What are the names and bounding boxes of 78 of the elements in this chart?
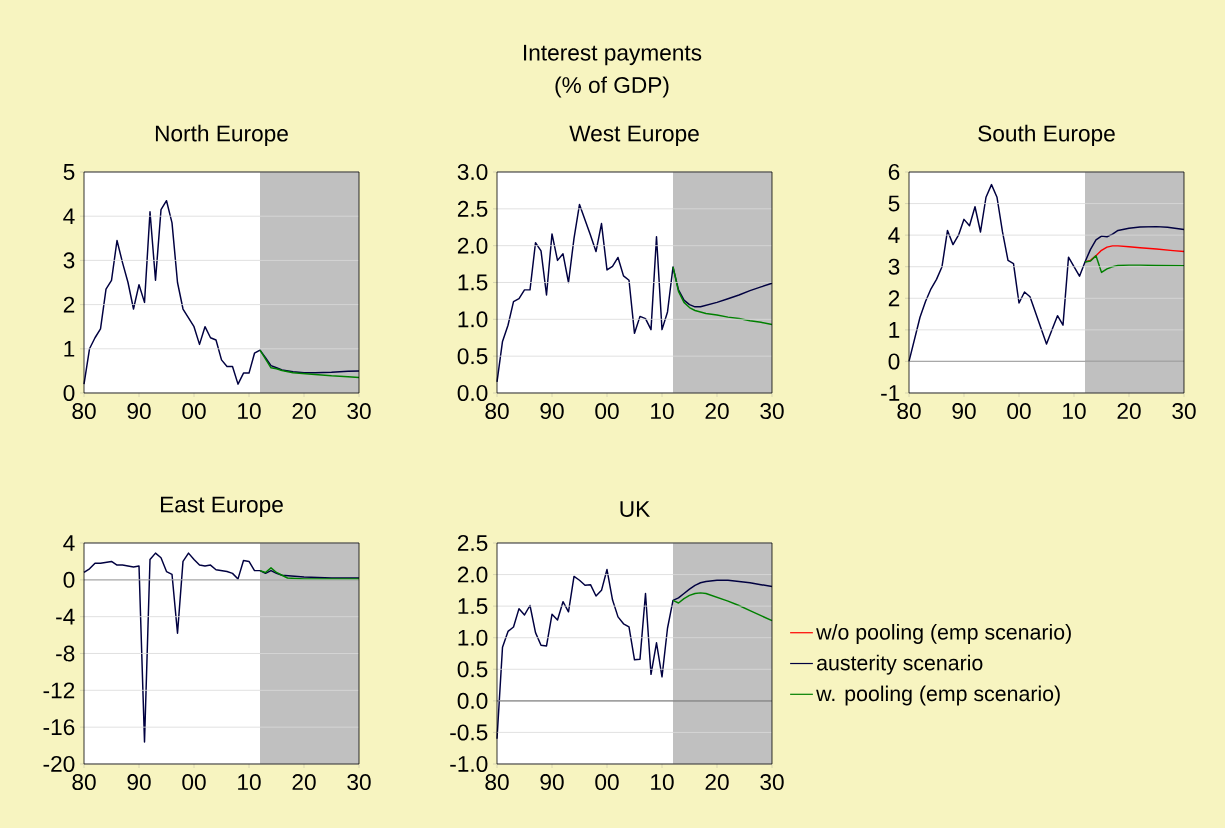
x-tick-label: 80: [72, 403, 96, 420]
x-tick-label: 90: [952, 403, 976, 420]
y-tick-label: 0.5: [457, 348, 488, 365]
x-tick-label: 00: [595, 403, 619, 420]
x-tick-label: 10: [1063, 403, 1086, 420]
x-tick-label: 20: [292, 403, 316, 420]
y-tick-label: -1: [881, 385, 900, 401]
x-tick-label: 30: [1172, 403, 1196, 420]
y-tick-label: 6: [888, 163, 900, 181]
y-tick-label: 1.0: [458, 311, 488, 328]
chart-title: UK: [620, 501, 650, 517]
x-tick-label: 20: [705, 774, 729, 791]
y-tick-label: 2: [888, 290, 900, 307]
line-series: [1084, 245, 1185, 263]
y-tick-label: 0.0: [457, 384, 488, 402]
y-tick-label: 2.5: [457, 200, 488, 217]
x-tick-label: 90: [540, 774, 564, 791]
chart-title: West Europe: [569, 125, 699, 146]
chart-title: North Europe: [155, 124, 288, 146]
legend-label: w. pooling (emp scenario): [816, 685, 1060, 706]
x-tick-label: 10: [651, 774, 674, 791]
y-tick-label: 1: [889, 322, 900, 338]
x-tick-label: 30: [347, 403, 371, 420]
y-tick-label: 1.0: [458, 629, 488, 646]
x-tick-label: 00: [182, 403, 206, 420]
x-tick-label: 90: [127, 774, 151, 791]
y-tick-label: 4: [63, 208, 75, 224]
x-tick-label: 20: [1117, 403, 1141, 420]
x-tick-label: 90: [127, 403, 151, 420]
x-tick-label: 10: [651, 403, 674, 420]
y-tick-label: 5: [63, 164, 75, 180]
x-tick-label: 10: [238, 403, 261, 420]
y-tick-label: -12: [43, 682, 75, 699]
y-tick-label: -20: [43, 755, 75, 773]
y-tick-label: 0.5: [457, 661, 488, 678]
x-tick-label: 80: [485, 774, 509, 791]
y-tick-label: 0: [888, 353, 900, 370]
y-tick-label: 4: [888, 227, 900, 243]
y-tick-label: 5: [888, 195, 900, 212]
y-tick-label: 2.5: [457, 534, 488, 552]
text: (% of GDP): [555, 76, 669, 98]
x-tick-label: 00: [1007, 403, 1031, 420]
y-tick-label: 3.0: [457, 163, 488, 181]
y-tick-label: 3: [888, 258, 900, 275]
y-tick-label: 1: [64, 341, 75, 357]
legend-label: austerity scenario: [817, 654, 983, 675]
y-tick-label: 2.0: [457, 237, 488, 254]
x-tick-label: 80: [897, 403, 921, 420]
x-tick-label: 30: [760, 774, 784, 791]
y-tick-label: -16: [43, 719, 75, 736]
legend-label: w/o pooling (emp scenario): [816, 624, 1071, 644]
line-series: [1084, 254, 1185, 274]
y-tick-label: 2: [63, 296, 75, 313]
x-tick-label: 30: [347, 774, 371, 791]
x-tick-label: 80: [485, 403, 509, 420]
x-tick-label: 00: [595, 774, 619, 791]
chart-title: East Europe: [160, 496, 283, 517]
y-tick-label: 1.5: [458, 598, 488, 615]
y-tick-label: 3: [63, 252, 75, 269]
y-tick-label: 0: [63, 384, 75, 402]
y-tick-label: 4: [63, 535, 75, 551]
y-tick-label: 0: [63, 571, 75, 588]
y-tick-label: 1.5: [458, 274, 488, 291]
y-tick-label: -8: [56, 645, 75, 662]
x-tick-label: 30: [760, 403, 784, 420]
chart-title: South Europe: [978, 124, 1115, 146]
y-tick-label: 0.0: [457, 692, 488, 709]
text: Interest payments: [524, 44, 702, 66]
x-tick-label: 20: [705, 403, 729, 420]
y-tick-label: -0.5: [450, 724, 488, 741]
y-tick-label: 2.0: [457, 566, 488, 583]
y-tick-label: -4: [56, 608, 75, 625]
x-tick-label: 00: [182, 774, 206, 791]
x-tick-label: 90: [540, 403, 564, 420]
x-tick-label: 80: [72, 774, 96, 791]
x-tick-label: 10: [238, 774, 261, 791]
x-tick-label: 20: [292, 774, 316, 791]
y-tick-label: -1.0: [450, 755, 488, 773]
